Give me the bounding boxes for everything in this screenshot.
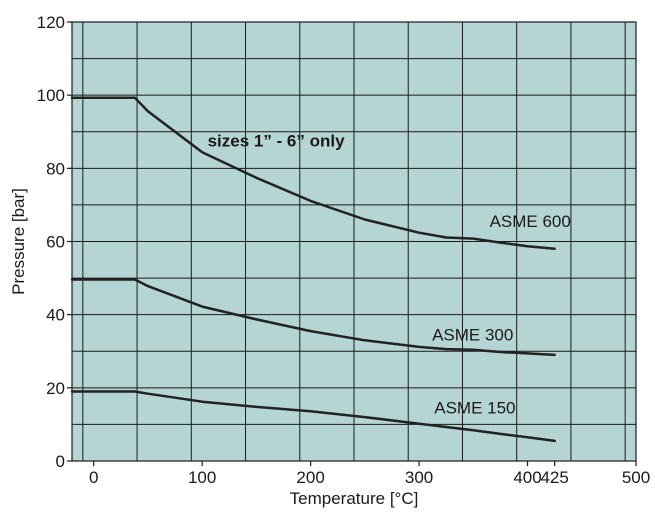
series-label-asme-600: ASME 600 (490, 212, 571, 231)
x-tick-label: 400 (513, 468, 541, 487)
x-tick-label: 425 (540, 468, 568, 487)
y-tick-label: 80 (46, 159, 65, 178)
x-tick-label: 0 (89, 468, 98, 487)
series-lines (70, 96, 556, 443)
size-note-annotation: sizes 1” - 6” only (208, 131, 346, 150)
y-tick-label: 120 (37, 13, 65, 32)
series-line-asme-300 (70, 278, 556, 357)
x-tick-label: 100 (188, 468, 216, 487)
y-tick-label: 60 (46, 233, 65, 252)
series-label-asme-150: ASME 150 (434, 398, 515, 417)
series-labels: ASME 600 ASME 300 ASME 150 (432, 212, 571, 418)
y-axis-title: Pressure [bar] (9, 188, 28, 295)
y-tick-label: 20 (46, 379, 65, 398)
y-tick-label: 100 (37, 86, 65, 105)
y-tick-label: 40 (46, 306, 65, 325)
grid (72, 22, 636, 461)
series-label-asme-300: ASME 300 (432, 325, 513, 344)
x-tick-label: 500 (622, 468, 650, 487)
x-tick-label: 300 (405, 468, 433, 487)
y-tick-label: 0 (56, 452, 65, 471)
series-line-asme-150 (70, 390, 556, 443)
x-tick-label: 200 (296, 468, 324, 487)
series-line-asme-600 (70, 96, 556, 251)
x-axis-title: Temperature [°C] (290, 489, 419, 508)
